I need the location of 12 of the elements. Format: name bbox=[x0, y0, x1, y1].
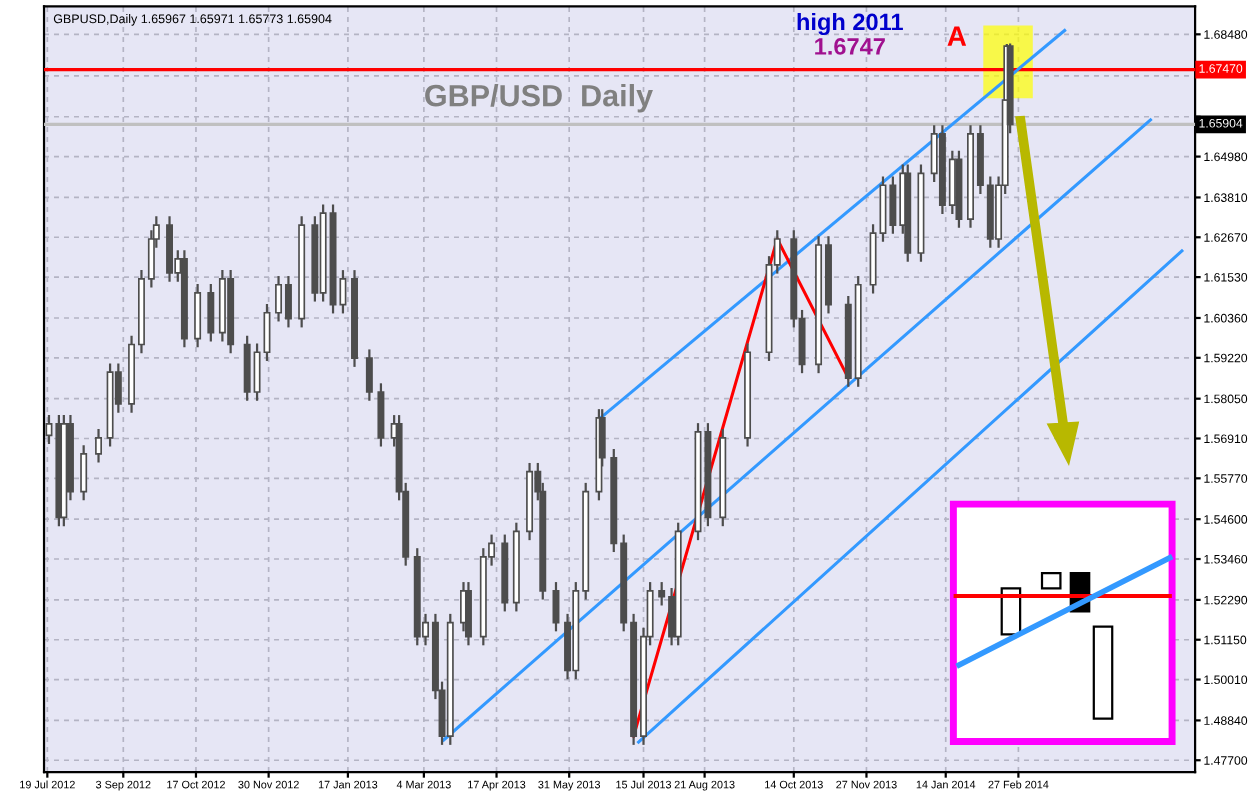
candlestick bbox=[80, 444, 88, 502]
candlestick bbox=[207, 282, 215, 343]
annotation: high 2011 bbox=[797, 12, 903, 36]
candlestick bbox=[95, 427, 103, 464]
annotation: 1.6747 bbox=[815, 38, 885, 55]
candlestick bbox=[166, 215, 174, 283]
text: GBP/USD Daily bbox=[425, 84, 653, 113]
annotation: A bbox=[947, 26, 967, 46]
candlestick bbox=[365, 348, 373, 402]
candlestick bbox=[464, 580, 472, 647]
candlestick bbox=[194, 282, 202, 349]
candlestick bbox=[377, 382, 385, 448]
